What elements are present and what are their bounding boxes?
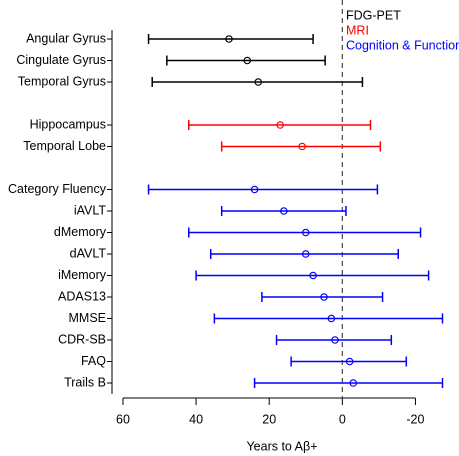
y-tick-label: Category Fluency [8,182,107,196]
point [301,228,310,237]
y-tick-label: FAQ [81,354,106,368]
y-tick-label: Temporal Lobe [23,139,106,153]
point [225,35,233,43]
y-tick-label: CDR-SB [58,332,106,346]
point [320,293,328,301]
y-tick-label: Cingulate Gyrus [16,53,106,67]
x-axis-label: Years to Aβ+ [246,439,317,453]
point [250,185,259,194]
y-tick-label: ADAS13 [58,289,106,303]
point [301,250,310,258]
y-tick-label: iAVLT [74,203,107,217]
x-tick-label: 20 [262,412,276,426]
legend-entry: FDG-PET [346,8,401,22]
point [331,336,339,344]
y-tick-label: dMemory [54,225,107,239]
point [254,78,263,86]
point [349,379,358,387]
x-tick-label: 0 [339,412,346,426]
point [345,357,354,366]
y-tick-label: Trails B [64,375,106,389]
x-tick-label: -20 [406,412,424,426]
y-tick-label: Hippocampus [30,117,106,131]
point [280,207,288,215]
y-tick-label: Temporal Gyrus [18,74,106,88]
y-tick-label: iMemory [58,268,107,282]
x-tick-label: 60 [116,412,130,426]
point [276,121,284,129]
y-tick-label: dAVLT [70,246,107,260]
point [327,314,336,323]
point [298,142,306,151]
y-tick-label: MMSE [69,311,107,325]
legend-entry: MRI [346,23,369,37]
y-tick-label: Angular Gyrus [26,31,106,45]
point [243,56,252,65]
x-tick-label: 40 [189,412,203,426]
point [309,271,317,280]
legend-entry: Cognition & Function [346,38,459,52]
